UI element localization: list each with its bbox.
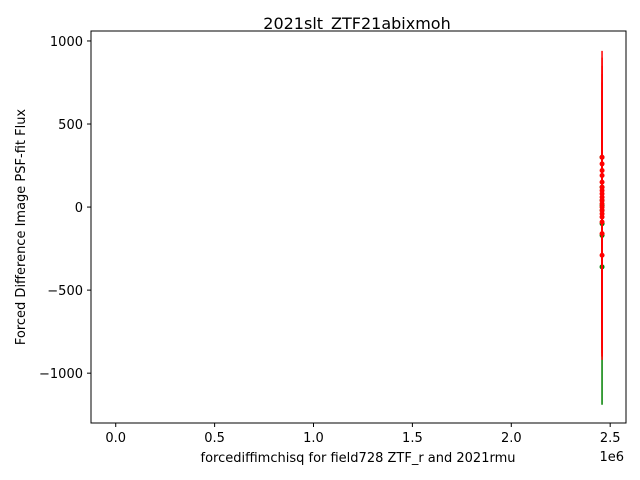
y-tick-label: −1000 bbox=[39, 367, 83, 382]
y-tick-label: 500 bbox=[58, 118, 83, 133]
chart-title: 2021slt_ZTF21abixmoh bbox=[263, 14, 450, 34]
data-point bbox=[599, 214, 605, 220]
data-point bbox=[599, 179, 605, 185]
y-axis-label: Forced Difference Image PSF-fit Flux bbox=[14, 109, 29, 346]
data-marks bbox=[599, 50, 605, 405]
series-2 bbox=[599, 50, 605, 360]
data-point bbox=[599, 154, 605, 160]
data-point bbox=[599, 231, 605, 237]
data-point bbox=[599, 219, 605, 225]
data-point bbox=[599, 161, 605, 167]
plot-area bbox=[91, 31, 626, 423]
x-axis-offset-label: 1e6 bbox=[599, 450, 624, 465]
x-tick-label: 2.5 bbox=[600, 431, 621, 446]
x-tick-label: 1.5 bbox=[402, 431, 423, 446]
data-point bbox=[599, 252, 605, 258]
y-axis-ticks: −1000 −500 0 500 1000 bbox=[39, 35, 91, 382]
x-axis-ticks: 0.0 0.5 1.0 1.5 2.0 2.5 bbox=[105, 423, 621, 446]
x-tick-label: 0.0 bbox=[105, 431, 126, 446]
data-point bbox=[599, 173, 605, 179]
x-tick-label: 2.0 bbox=[501, 431, 522, 446]
x-axis-label: forcediffimchisq for field728 ZTF_r and … bbox=[201, 451, 516, 466]
data-point bbox=[599, 168, 605, 174]
plot-frame bbox=[90, 30, 627, 424]
y-tick-label: −500 bbox=[47, 284, 83, 299]
x-tick-label: 1.0 bbox=[303, 431, 324, 446]
y-tick-label: 1000 bbox=[50, 35, 83, 50]
y-tick-label: 0 bbox=[75, 201, 83, 216]
x-tick-label: 0.5 bbox=[204, 431, 225, 446]
